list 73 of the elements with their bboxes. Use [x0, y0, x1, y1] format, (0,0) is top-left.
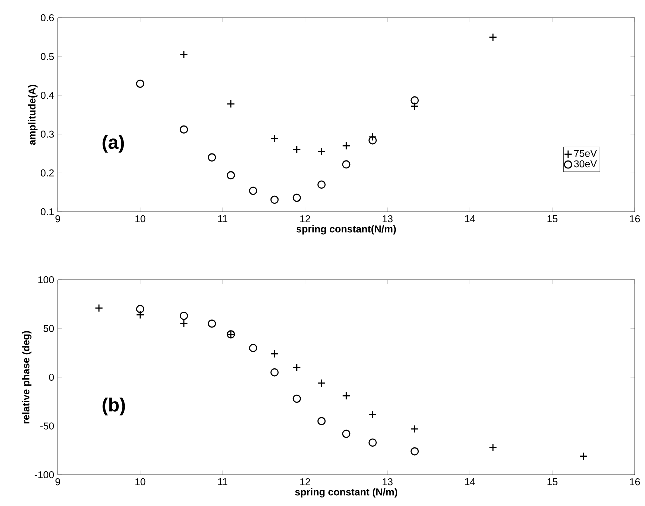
point: [318, 180, 326, 189]
point: [249, 344, 258, 352]
point: [318, 379, 326, 388]
point: [270, 368, 279, 377]
point: [342, 392, 351, 400]
point: [180, 50, 188, 59]
point: [270, 196, 279, 204]
x-tick-label: 9: [56, 216, 60, 223]
y-tick-label: 0.6: [41, 14, 54, 22]
point: [208, 154, 216, 162]
point: [410, 425, 420, 434]
x-axis-title: spring constant(N/m): [296, 225, 396, 235]
point: [180, 126, 188, 134]
y-tick-label: 0.2: [41, 170, 54, 177]
point: [489, 33, 498, 42]
x-tick-label: 16: [630, 478, 640, 486]
x-tick-label: 15: [548, 216, 558, 222]
legend-label: 75eV: [574, 150, 598, 158]
y-tick-label: 100: [38, 276, 54, 284]
x-tick-label: 11: [218, 478, 228, 486]
point: [180, 320, 188, 328]
point: [208, 320, 216, 328]
point: [318, 417, 326, 426]
point: [180, 312, 188, 320]
point: [270, 134, 279, 143]
y-tick-label: 0.3: [41, 130, 54, 138]
point: [292, 194, 302, 202]
point: [368, 438, 378, 447]
point: [136, 305, 145, 314]
point: [368, 136, 378, 145]
point: [292, 394, 302, 404]
x-tick-label: 12: [300, 478, 310, 486]
point: [95, 304, 104, 312]
x-tick-label: 16: [630, 216, 640, 223]
y-tick-label: 50: [44, 325, 54, 332]
point: [270, 350, 279, 358]
y-tick-label: 0.4: [41, 92, 54, 100]
x-tick-label: 14: [465, 478, 476, 486]
point: [489, 444, 498, 452]
annotation: (a): [102, 135, 124, 153]
x-tick-label: 13: [382, 478, 393, 486]
x-tick-label: 14: [465, 216, 476, 222]
point: [580, 452, 588, 461]
x-tick-label: 12: [300, 216, 310, 222]
point: [292, 364, 302, 372]
x-axis-title: spring constant (N/m): [295, 488, 398, 498]
y-tick-label: -100: [34, 471, 54, 479]
y-tick-label: -50: [40, 422, 54, 430]
point: [136, 80, 145, 88]
x-tick-label: 10: [136, 216, 146, 223]
x-tick-label: 10: [136, 478, 146, 486]
legend-label: 30eV: [574, 160, 598, 168]
point: [368, 410, 378, 419]
point: [342, 430, 351, 438]
y-tick-label: 0: [49, 374, 54, 382]
point: [318, 148, 326, 156]
point: [292, 146, 302, 154]
point: [410, 96, 420, 105]
y-tick-label: 0.1: [41, 208, 54, 216]
y-axis-title: amplitude(A): [28, 85, 38, 146]
y-tick-label: 0.5: [41, 53, 54, 60]
point: [342, 142, 351, 150]
point: [342, 160, 351, 169]
point: [226, 171, 236, 180]
x-tick-label: 13: [382, 216, 393, 223]
point: [226, 100, 236, 108]
x-tick-label: 9: [56, 478, 60, 486]
x-tick-label: 11: [218, 216, 228, 222]
x-tick-label: 15: [548, 478, 558, 486]
point: [249, 186, 258, 196]
annotation: (b): [102, 398, 126, 416]
y-axis-title: relative phase (deg): [22, 331, 32, 424]
point: [410, 447, 420, 456]
